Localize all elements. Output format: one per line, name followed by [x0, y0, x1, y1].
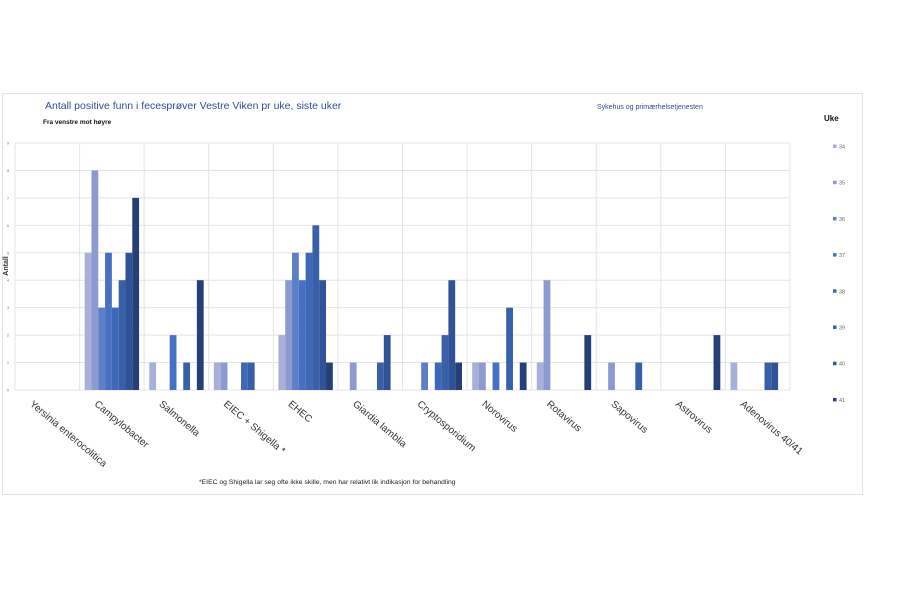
footnote: *EIEC og Shigella lar seg ofte ikke skil…: [199, 479, 456, 486]
bar-giardia-lamblia-week-35: [349, 362, 357, 390]
bar-ehec-week-38: [305, 252, 313, 390]
bar-rotavirus-week-35: [543, 280, 551, 390]
bar-cryptosporidium-week-36: [421, 362, 428, 390]
chart-title: Antall positive funn i fecesprøver Vestr…: [45, 100, 342, 112]
legend-label: 34: [839, 145, 845, 151]
x-tick-label: Sapovirus: [609, 399, 650, 436]
legend-label: 40: [839, 362, 845, 368]
bar-sapovirus-week-35: [608, 362, 615, 390]
bar-cryptosporidium-week-40: [448, 280, 456, 390]
bar-campylobacter-week-38: [111, 307, 119, 390]
legend-label: 35: [839, 181, 845, 187]
bar-sapovirus-week-39: [635, 362, 643, 390]
bar-cryptosporidium-week-39: [441, 335, 449, 390]
bar-adenovirus-40-41-week-40: [771, 362, 779, 390]
legend-swatch-week-41: [833, 397, 837, 402]
bar-salmonella-week-37: [169, 335, 177, 390]
bar-eiec-shigella--week-35: [220, 362, 228, 390]
bar-norovirus-week-41: [519, 362, 527, 390]
bar-astrovirus-week-41: [713, 335, 721, 390]
legend-label: 41: [839, 398, 845, 404]
y-tick-label: 3: [7, 305, 10, 310]
bar-campylobacter-week-37: [105, 252, 112, 390]
bar-giardia-lamblia-week-40: [383, 335, 391, 390]
legend-label: 39: [839, 326, 845, 332]
legend-title: Uke: [824, 114, 839, 123]
bar-cryptosporidium-week-41: [455, 362, 462, 390]
y-tick-label: 2: [7, 333, 10, 338]
legend-swatch-week-38: [833, 289, 837, 293]
bar-adenovirus-40-41-week-34: [730, 362, 738, 390]
y-tick-label: 7: [7, 195, 10, 200]
y-tick-label: 0: [7, 388, 10, 393]
chart-source: Sykehus og primærhelsetjenesten: [597, 104, 703, 111]
y-tick-label: 6: [7, 223, 10, 228]
bar-adenovirus-40-41-week-39: [764, 362, 772, 390]
bar-campylobacter-week-40: [125, 252, 133, 390]
bar-eiec-shigella--week-38: [241, 362, 248, 390]
legend-label: 36: [839, 217, 845, 223]
chart-frame: [2, 93, 863, 495]
x-tick-label: Astrovirus: [673, 399, 714, 436]
y-tick-label: 5: [7, 250, 10, 255]
bar-norovirus-week-39: [506, 307, 513, 390]
bar-rotavirus-week-34: [536, 362, 544, 390]
chart-subtitle: Fra venstre mot høyre: [43, 119, 112, 126]
x-tick-label: Cryptosporidium: [415, 399, 478, 454]
legend-swatch-week-37: [833, 253, 837, 257]
legend-label: 38: [839, 289, 845, 295]
bar-cryptosporidium-week-38: [434, 362, 442, 390]
bar-eiec-shigella--week-39: [247, 362, 255, 390]
x-tick-label: Campylobacter: [92, 399, 151, 451]
x-tick-label: Rotavirus: [544, 399, 583, 435]
legend-label: 37: [839, 253, 845, 259]
legend-swatch-week-39: [833, 325, 837, 329]
x-tick-label: EIEC + Shigella *: [221, 399, 287, 457]
bar-ehec-week-40: [319, 280, 327, 390]
bar-campylobacter-week-41: [132, 197, 140, 390]
bar-ehec-week-35: [285, 280, 293, 390]
bar-norovirus-week-34: [472, 362, 479, 390]
x-tick-label: Giardia lamblia: [350, 399, 408, 451]
legend-swatch-week-40: [833, 361, 837, 366]
bar-campylobacter-week-34: [84, 252, 92, 390]
bar-campylobacter-week-35: [91, 170, 99, 390]
bar-salmonella-week-41: [196, 280, 204, 390]
bar-campylobacter-week-39: [118, 280, 126, 390]
bar-ehec-week-34: [278, 335, 286, 390]
y-tick-label: 8: [7, 168, 10, 173]
legend-swatch-week-35: [833, 180, 837, 185]
bar-salmonella-week-34: [149, 362, 157, 390]
bar-campylobacter-week-36: [98, 307, 106, 390]
bar-rotavirus-week-41: [584, 335, 592, 390]
bar-eiec-shigella--week-34: [213, 362, 221, 390]
bar-salmonella-week-39: [183, 362, 191, 390]
y-tick-label: 1: [7, 360, 10, 365]
bar-giardia-lamblia-week-39: [377, 362, 384, 390]
bar-ehec-week-39: [312, 225, 320, 390]
bar-ehec-week-37: [298, 280, 306, 390]
x-tick-label: Norovirus: [479, 399, 519, 435]
bar-norovirus-week-37: [492, 362, 500, 390]
y-tick-label: 9: [7, 141, 10, 146]
y-axis-label: Antall: [3, 256, 10, 276]
bar-norovirus-week-35: [478, 362, 486, 390]
y-tick-label: 4: [7, 278, 10, 283]
legend-swatch-week-36: [833, 216, 837, 221]
bar-ehec-week-36: [292, 252, 299, 390]
bar-ehec-week-41: [326, 362, 333, 390]
x-tick-label: Adenovirus 40/41: [738, 399, 805, 458]
legend-swatch-week-34: [833, 144, 837, 148]
x-tick-label: EHEC: [286, 399, 314, 425]
x-tick-label: Salmonella: [157, 399, 202, 440]
